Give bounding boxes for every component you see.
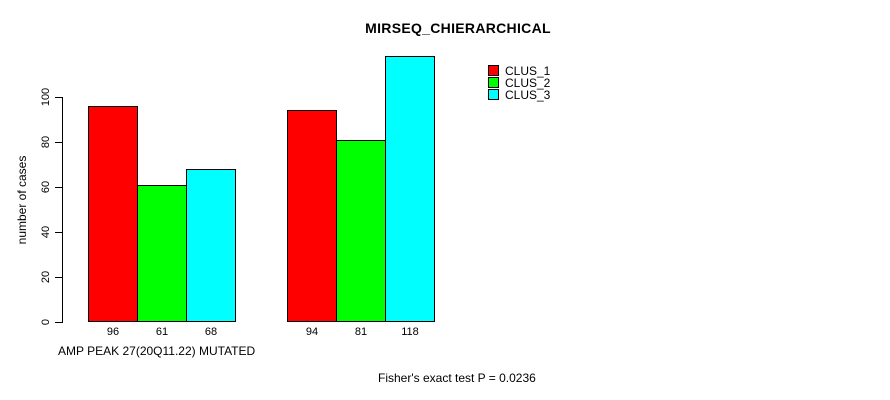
bar-clus_1-group2 (287, 110, 337, 322)
footnote: Fisher's exact test P = 0.0236 (378, 371, 536, 385)
chart-title: MIRSEQ_CHIERARCHICAL (365, 20, 551, 36)
y-tick-line (55, 187, 62, 188)
legend-label-clus_3: CLUS_3 (505, 88, 551, 102)
bar-value-label: 118 (401, 326, 419, 338)
x-axis-title: AMP PEAK 27(20Q11.22) MUTATED (58, 344, 256, 358)
y-tick-line (55, 277, 62, 278)
y-tick-label: 0 (40, 318, 52, 326)
legend-swatch-clus_3 (488, 89, 499, 100)
legend-swatch-clus_1 (488, 65, 499, 76)
bar-clus_3-group2 (385, 56, 435, 322)
legend-label-clus_1: CLUS_1 (505, 64, 551, 78)
y-tick-line (55, 97, 62, 98)
y-axis-line (62, 97, 63, 323)
y-tick-label: 40 (40, 225, 52, 239)
y-tick-label: 60 (40, 180, 52, 194)
bar-clus_1-group1 (88, 106, 138, 322)
bar-clus_2-group1 (137, 185, 187, 322)
bar-value-label: 81 (354, 326, 368, 338)
bar-clus_2-group2 (336, 140, 386, 322)
legend-swatch-clus_2 (488, 77, 499, 88)
y-axis-title: number of cases (15, 155, 29, 245)
y-tick-label: 20 (40, 270, 52, 284)
legend-label-clus_2: CLUS_2 (505, 76, 551, 90)
bar-value-label: 68 (204, 326, 218, 338)
y-tick-line (55, 142, 62, 143)
bar-clus_3-group1 (186, 169, 236, 322)
y-tick-label: 80 (40, 135, 52, 149)
y-tick-line (55, 232, 62, 233)
bar-value-label: 61 (155, 326, 169, 338)
y-tick-line (55, 322, 62, 323)
bar-value-label: 96 (106, 326, 120, 338)
y-tick-label: 100 (40, 87, 52, 107)
bar-value-label: 94 (305, 326, 319, 338)
